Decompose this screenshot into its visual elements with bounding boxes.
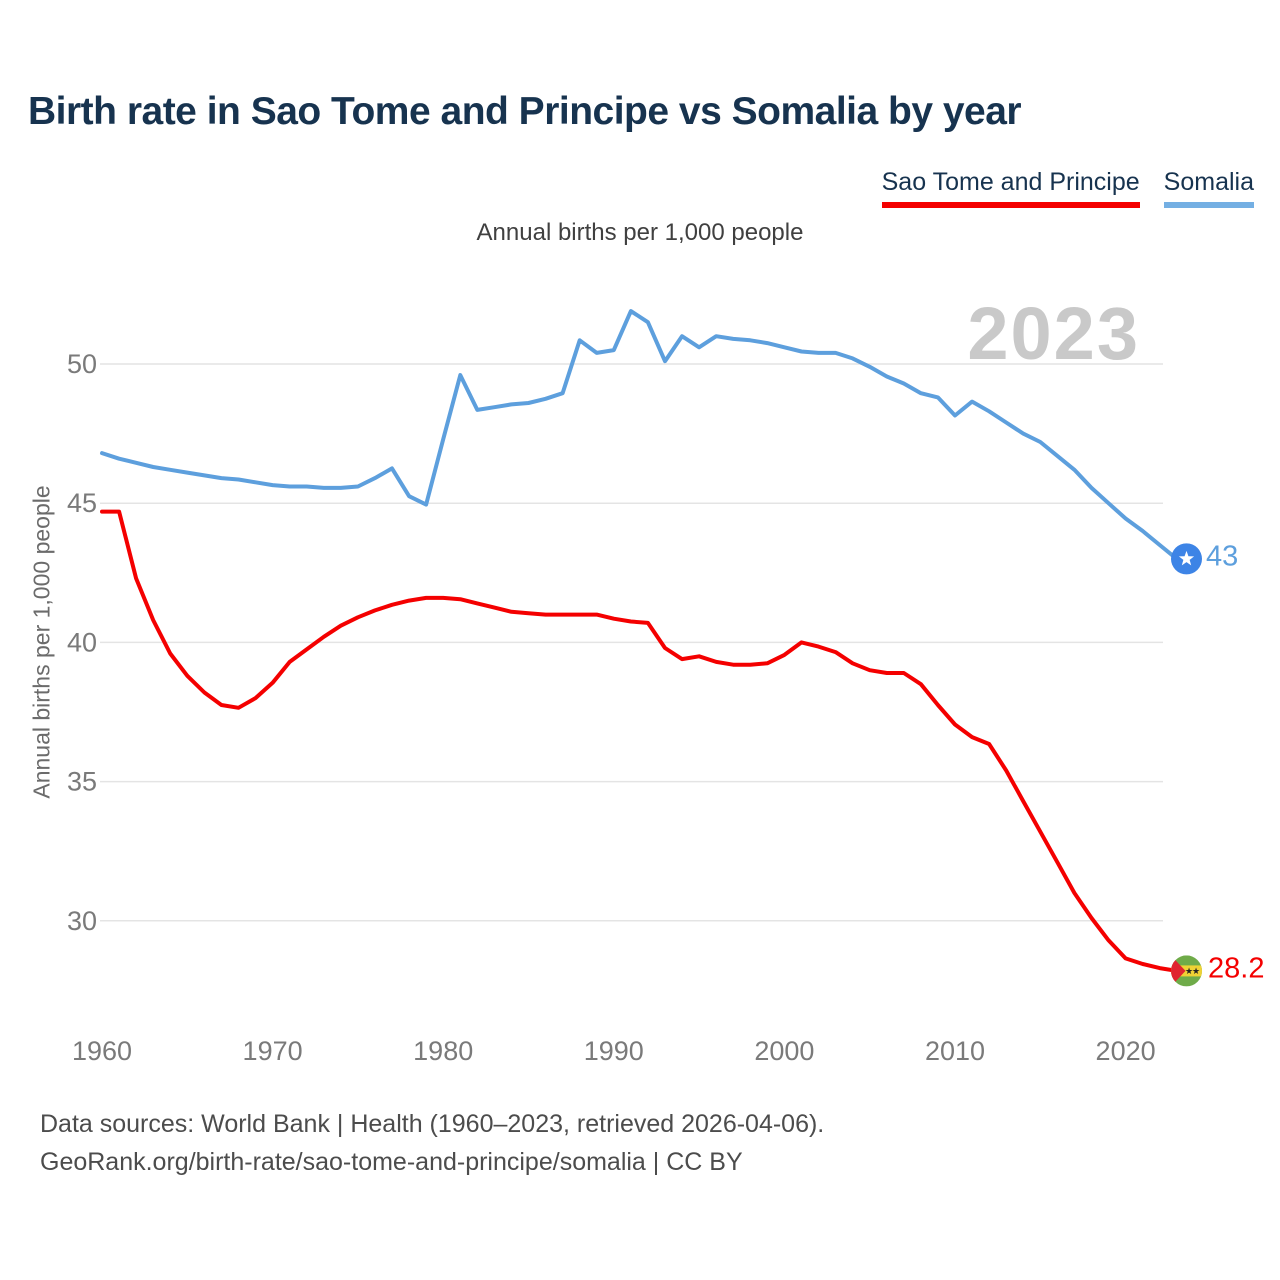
x-tick-label: 2010: [925, 1036, 985, 1066]
y-tick-label: 50: [67, 349, 97, 379]
series-end-value-somalia: 43: [1206, 540, 1239, 573]
somalia-flag-star: [1178, 550, 1195, 566]
footer-attribution-link[interactable]: GeoRank.org/birth-rate/sao-tome-and-prin…: [40, 1148, 743, 1176]
svg-text:★: ★: [1185, 967, 1193, 977]
y-tick-label: 40: [67, 627, 97, 657]
legend-item[interactable]: Somalia: [1163, 168, 1254, 208]
chart-subtitle: Annual births per 1,000 people: [476, 219, 804, 246]
x-tick-label: 1980: [413, 1036, 473, 1066]
x-tick-label: 2000: [754, 1036, 814, 1066]
footer: Data sources: World Bank | Health (1960–…: [40, 1105, 824, 1181]
y-tick-label: 30: [67, 906, 97, 936]
svg-text:★: ★: [1192, 967, 1200, 977]
y-tick-label: 45: [67, 488, 97, 518]
sao-tome-flag-icon: ★★: [1171, 955, 1202, 987]
series-line-sao-tome-and-principe: [100, 509, 1179, 973]
year-watermark: 2023: [967, 292, 1140, 375]
x-tick-label: 1960: [72, 1036, 132, 1066]
series-line-somalia: [100, 309, 1179, 561]
legend: Sao Tome and Principe Somalia: [881, 168, 1254, 208]
x-tick-label: 1990: [584, 1036, 644, 1066]
x-tick-label: 1970: [243, 1036, 303, 1066]
series-end-value-sao-tome: 28.2: [1208, 952, 1265, 985]
footer-data-sources: Data sources: World Bank | Health (1960–…: [40, 1110, 825, 1138]
legend-item[interactable]: Sao Tome and Principe: [881, 168, 1140, 208]
page-title: Birth rate in Sao Tome and Principe vs S…: [28, 90, 1022, 133]
x-tick-label: 2020: [1096, 1036, 1156, 1066]
y-tick-label: 35: [67, 767, 97, 797]
